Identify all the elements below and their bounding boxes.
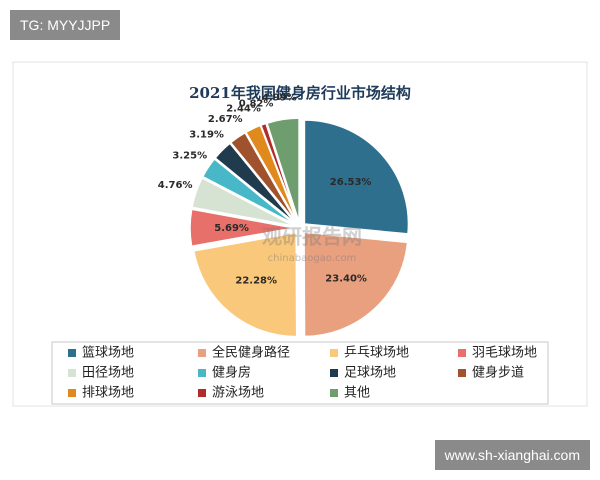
watermark-url: chinabaogao.com <box>268 253 357 264</box>
data-label: 0.82% <box>239 99 274 110</box>
data-label: 22.28% <box>235 276 277 287</box>
data-label: 2.44% <box>226 104 261 115</box>
legend-label: 羽毛球场地 <box>472 346 537 361</box>
pie-slice <box>189 208 295 248</box>
chart-title: 2021年我国健身房行业市场结构 <box>189 84 411 102</box>
legend-label: 健身房 <box>212 365 251 381</box>
data-label: 23.40% <box>325 274 367 285</box>
legend-swatch <box>198 389 206 397</box>
data-label: 4.76% <box>158 180 193 191</box>
legend-swatch <box>330 369 338 377</box>
legend-label: 篮球场地 <box>82 346 134 361</box>
legend-swatch <box>198 369 206 377</box>
legend-label: 游泳场地 <box>212 386 264 401</box>
pie-slice <box>192 231 298 338</box>
legend-swatch <box>68 389 76 397</box>
legend-swatch <box>330 349 338 357</box>
legend-swatch <box>198 349 206 357</box>
legend-swatch <box>68 349 76 357</box>
pie-slice <box>201 157 296 226</box>
pie-slice <box>214 142 297 225</box>
pie-slice <box>303 119 410 235</box>
legend-label: 足球场地 <box>344 366 396 381</box>
legend-label: 乒乓球场地 <box>344 346 409 361</box>
legend-swatch <box>458 369 466 377</box>
pie-slice <box>229 131 298 224</box>
legend-swatch <box>68 369 76 377</box>
tag-badge: TG: MYYJJPP <box>10 10 121 40</box>
watermark: 观研报告网 <box>262 225 362 249</box>
legend-label: 田径场地 <box>82 366 134 381</box>
pie-slice <box>191 176 295 227</box>
data-label: 2.67% <box>208 114 243 125</box>
pie-slice <box>303 231 409 338</box>
site-badge: www.sh-xianghai.com <box>434 440 590 470</box>
data-label: 3.25% <box>172 150 207 161</box>
legend-label: 全民健身路径 <box>212 345 290 361</box>
legend-label: 其他 <box>344 386 370 401</box>
legend-label: 健身步道 <box>472 365 524 381</box>
legend-swatch <box>330 389 338 397</box>
data-label: 5.69% <box>214 223 249 234</box>
pie-slice <box>259 122 299 223</box>
data-label: 26.53% <box>330 177 372 188</box>
data-label: 3.19% <box>189 130 224 141</box>
legend-swatch <box>458 349 466 357</box>
pie-slice <box>266 117 300 223</box>
legend-label: 排球场地 <box>82 386 134 401</box>
data-label: 4.99% <box>262 93 297 104</box>
